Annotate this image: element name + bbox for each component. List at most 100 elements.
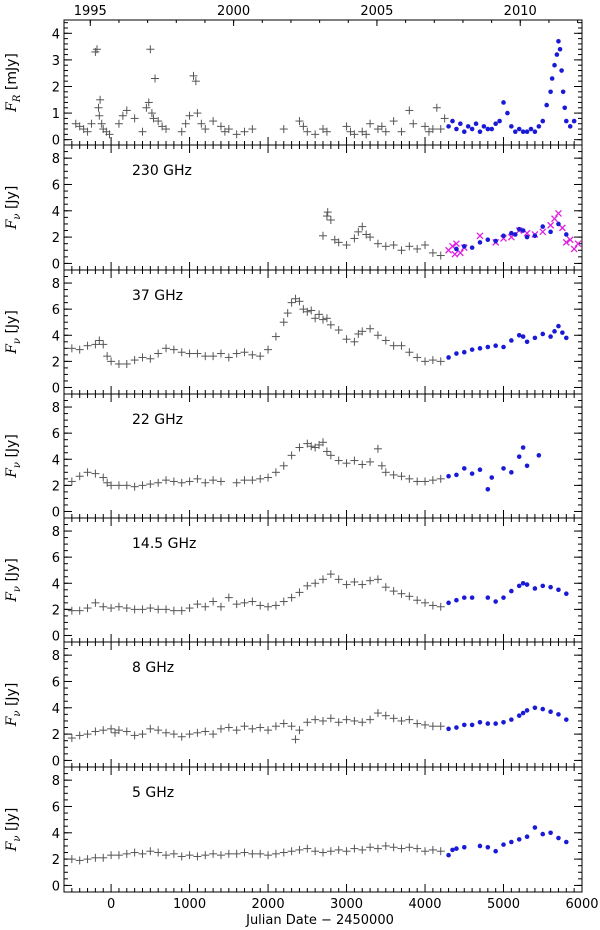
data-point-cross [149, 114, 158, 123]
data-point-cross [413, 477, 422, 486]
data-point-cross [428, 476, 437, 485]
data-point-dot [509, 717, 514, 722]
data-point-dot [446, 355, 451, 360]
data-point-cross [373, 844, 382, 853]
data-point-dot [524, 834, 530, 840]
data-point-cross [232, 600, 241, 609]
data-point-cross [240, 127, 249, 136]
data-point-cross [224, 723, 233, 732]
panel-label: 8 GHz [132, 660, 174, 676]
data-point-dot [540, 706, 546, 712]
y-tick-label: 2 [52, 231, 60, 246]
data-point-dot [516, 583, 522, 589]
data-point-cross [334, 718, 343, 727]
top-year-label: 2000 [217, 4, 250, 19]
data-point-dot [516, 837, 522, 842]
data-point-cross [169, 606, 178, 615]
data-point-cross [342, 241, 351, 249]
data-point-dot [509, 588, 514, 594]
data-point-cross [295, 845, 304, 854]
data-point-cross [440, 114, 449, 123]
data-point-cross [99, 726, 108, 735]
data-point-dot [524, 708, 530, 713]
series-archival [71, 45, 449, 139]
data-point-dot [477, 467, 483, 473]
data-point-cross [283, 309, 292, 318]
data-point-cross [87, 119, 96, 128]
data-point-dot [520, 129, 526, 135]
data-point-cross [389, 241, 398, 249]
series-recent [446, 323, 569, 360]
data-point-cross [334, 238, 343, 247]
data-point-cross [114, 359, 123, 368]
data-point-cross [177, 732, 186, 741]
data-point-cross [287, 451, 296, 460]
data-point-cross [99, 340, 108, 349]
data-point-cross [381, 468, 390, 477]
data-point-cross [114, 726, 123, 735]
data-point-cross [201, 125, 210, 134]
data-point-dot [489, 475, 495, 480]
data-point-cross [122, 849, 131, 858]
data-point-cross [421, 598, 430, 607]
data-point-cross [264, 851, 273, 860]
data-point-dot [446, 124, 451, 129]
data-point-dot [509, 470, 514, 475]
y-tick-label: 0 [52, 134, 60, 149]
data-point-cross [201, 727, 210, 736]
data-point-cross [177, 606, 186, 615]
data-point-cross [279, 125, 288, 134]
data-point-cross [287, 593, 296, 602]
data-point-cross [381, 583, 390, 592]
data-point-cross [185, 349, 194, 358]
data-point-cross [83, 730, 92, 739]
data-point-dot [540, 224, 546, 229]
data-point-cross [185, 477, 194, 486]
data-point-dot [528, 126, 534, 132]
data-point-cross [177, 348, 186, 357]
data-point-cross [216, 477, 225, 486]
data-point-dot [512, 232, 518, 237]
series-recent [446, 580, 569, 606]
data-point-cross [436, 357, 445, 366]
data-point-cross [334, 845, 343, 854]
data-point-cross [209, 730, 218, 739]
data-point-cross [405, 715, 414, 724]
data-point-cross [209, 849, 218, 858]
data-point-cross [138, 481, 147, 490]
data-point-cross [197, 119, 206, 128]
panel-8GHz: 0 2 4 6 8 Fν [Jy] 8 GHz [4, 641, 583, 769]
data-point-cross [366, 576, 375, 585]
data-point-cross [326, 714, 335, 723]
data-point-cross [201, 602, 210, 611]
y-tick-label: 8 [52, 277, 60, 292]
data-point-cross [271, 601, 280, 610]
data-point-cross [358, 718, 367, 727]
data-point-dot [454, 351, 459, 356]
data-point-cross [436, 847, 445, 856]
y-axis-label: Fν [Jy] [4, 434, 23, 479]
data-point-dot [469, 471, 475, 476]
data-point-cross [189, 71, 198, 80]
y-tick-label: 2 [52, 728, 60, 743]
data-point-cross [97, 119, 106, 128]
data-point-cross [232, 478, 241, 487]
data-point-cross [240, 598, 249, 607]
data-point-dot [564, 118, 569, 124]
data-point-cross [142, 103, 151, 112]
data-point-cross [342, 580, 351, 589]
data-point-dot [556, 835, 561, 841]
data-point-dot [501, 466, 506, 471]
data-point-cross [397, 844, 406, 853]
data-point-dot [540, 831, 546, 837]
data-point-cross [240, 848, 249, 857]
data-point-cross [75, 472, 84, 481]
data-point-cross [256, 849, 265, 858]
data-point-cross [122, 604, 131, 613]
data-point-cross [146, 480, 155, 489]
data-point-dot [454, 725, 459, 730]
data-point-cross [362, 130, 371, 139]
data-point-cross [232, 849, 241, 858]
data-point-dot [557, 46, 563, 52]
data-point-cross [303, 581, 312, 590]
